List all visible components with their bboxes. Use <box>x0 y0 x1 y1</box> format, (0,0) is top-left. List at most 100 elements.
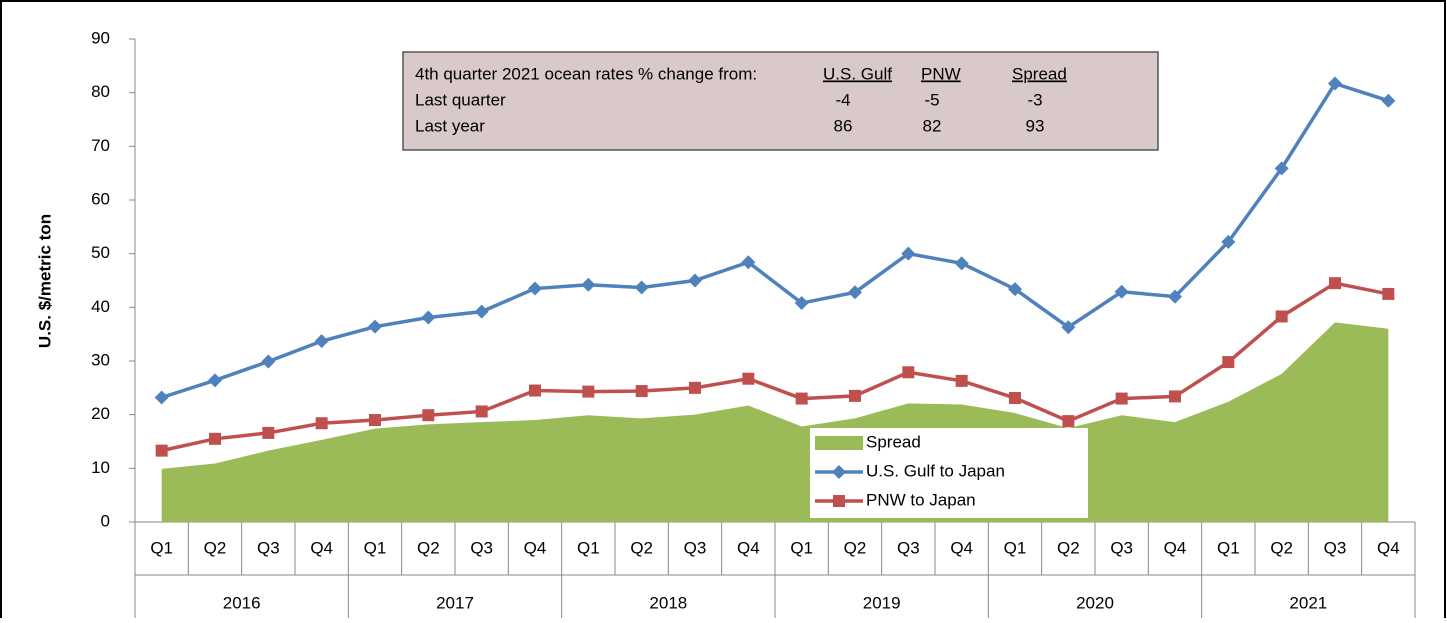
legend-label: U.S. Gulf to Japan <box>866 461 1005 480</box>
marker <box>1169 390 1181 403</box>
x-tick-label: Q3 <box>1324 538 1347 557</box>
x-tick-label: Q4 <box>1377 538 1400 557</box>
marker <box>742 372 755 385</box>
marker <box>955 374 968 387</box>
y-tick-label: 60 <box>91 189 110 208</box>
marker <box>1008 282 1022 297</box>
y-tick-label: 10 <box>91 458 110 477</box>
x-tick-label: Q1 <box>364 538 387 557</box>
marker <box>832 465 846 479</box>
y-tick-label: 30 <box>91 350 110 369</box>
y-tick-label: 50 <box>91 243 110 262</box>
marker <box>1382 287 1395 300</box>
x-tick-label: Q1 <box>1217 538 1240 557</box>
y-tick-label: 80 <box>91 82 110 101</box>
annotation-cell: -3 <box>1027 90 1042 109</box>
x-tick-label: Q3 <box>897 538 920 557</box>
annotation-cell: 86 <box>834 116 853 135</box>
marker <box>849 389 861 402</box>
annotation-box <box>402 51 1159 151</box>
marker <box>1115 392 1128 405</box>
x-tick-label: Q3 <box>470 538 493 557</box>
marker <box>688 273 702 288</box>
marker <box>314 334 329 349</box>
marker <box>369 414 381 427</box>
group-label: 2016 <box>223 593 261 612</box>
marker <box>635 385 648 398</box>
x-tick-label: Q2 <box>1057 538 1080 557</box>
marker <box>1168 289 1182 304</box>
annotation-cell: Last quarter <box>415 90 506 109</box>
marker <box>741 255 756 270</box>
marker <box>262 426 275 439</box>
annotation-header: U.S. Gulf <box>823 64 892 83</box>
marker <box>1275 310 1288 323</box>
group-label: 2021 <box>1289 593 1327 612</box>
group-label: 2020 <box>1076 593 1114 612</box>
legend-label: PNW to Japan <box>866 490 976 509</box>
annotation-header: PNW <box>921 64 961 83</box>
marker <box>902 366 915 379</box>
y-axis-label: U.S. $/metric ton <box>35 214 54 348</box>
marker <box>1222 356 1235 369</box>
x-tick-label: Q4 <box>310 538 333 557</box>
x-tick-label: Q3 <box>684 538 707 557</box>
group-label: 2019 <box>863 593 901 612</box>
marker <box>1061 320 1076 335</box>
x-tick-label: Q1 <box>1004 538 1027 557</box>
x-tick-label: Q2 <box>417 538 440 557</box>
x-tick-label: Q2 <box>204 538 227 557</box>
marker <box>528 281 542 296</box>
marker <box>1381 93 1396 108</box>
group-label: 2017 <box>436 593 474 612</box>
annotation-cell: -4 <box>835 90 850 109</box>
marker <box>155 444 168 457</box>
x-tick-label: Q2 <box>844 538 867 557</box>
marker <box>475 405 488 418</box>
annotation-header: Spread <box>1012 64 1067 83</box>
marker <box>421 310 436 325</box>
x-tick-label: Q4 <box>737 538 760 557</box>
marker <box>582 385 595 398</box>
marker <box>1328 76 1342 91</box>
y-tick-label: 20 <box>91 404 110 423</box>
marker <box>901 246 916 261</box>
line <box>161 281 1389 453</box>
x-tick-label: Q4 <box>524 538 547 557</box>
marker <box>1062 415 1075 428</box>
marker <box>848 285 862 300</box>
marker <box>209 432 221 445</box>
annotation-cell: 93 <box>1026 116 1045 135</box>
marker <box>634 280 649 295</box>
marker <box>1329 277 1341 290</box>
marker <box>795 392 808 405</box>
marker <box>689 381 701 394</box>
x-tick-label: Q3 <box>1110 538 1133 557</box>
marker <box>794 296 809 311</box>
annotation-cell: Last year <box>415 116 485 135</box>
x-tick-label: Q2 <box>1270 538 1293 557</box>
annotation-header: 4th quarter 2021 ocean rates % change fr… <box>415 64 757 83</box>
x-tick-label: Q3 <box>257 538 280 557</box>
x-tick-label: Q4 <box>1164 538 1187 557</box>
marker <box>261 354 276 369</box>
y-tick-label: 40 <box>91 297 110 316</box>
marker <box>315 417 328 430</box>
marker <box>474 304 489 319</box>
x-tick-label: Q1 <box>577 538 600 557</box>
marker <box>368 319 382 334</box>
marker <box>954 256 969 271</box>
y-tick-label: 90 <box>91 28 110 47</box>
marker <box>422 409 435 422</box>
x-tick-label: Q2 <box>630 538 653 557</box>
legend-label: Spread <box>866 432 921 451</box>
legend-swatch <box>815 436 863 450</box>
y-tick-label: 70 <box>91 136 110 155</box>
annotation-cell: 82 <box>923 116 942 135</box>
marker <box>208 373 222 388</box>
marker <box>1114 284 1129 299</box>
x-tick-label: Q1 <box>790 538 813 557</box>
x-tick-label: Q4 <box>950 538 973 557</box>
line <box>161 81 1389 400</box>
